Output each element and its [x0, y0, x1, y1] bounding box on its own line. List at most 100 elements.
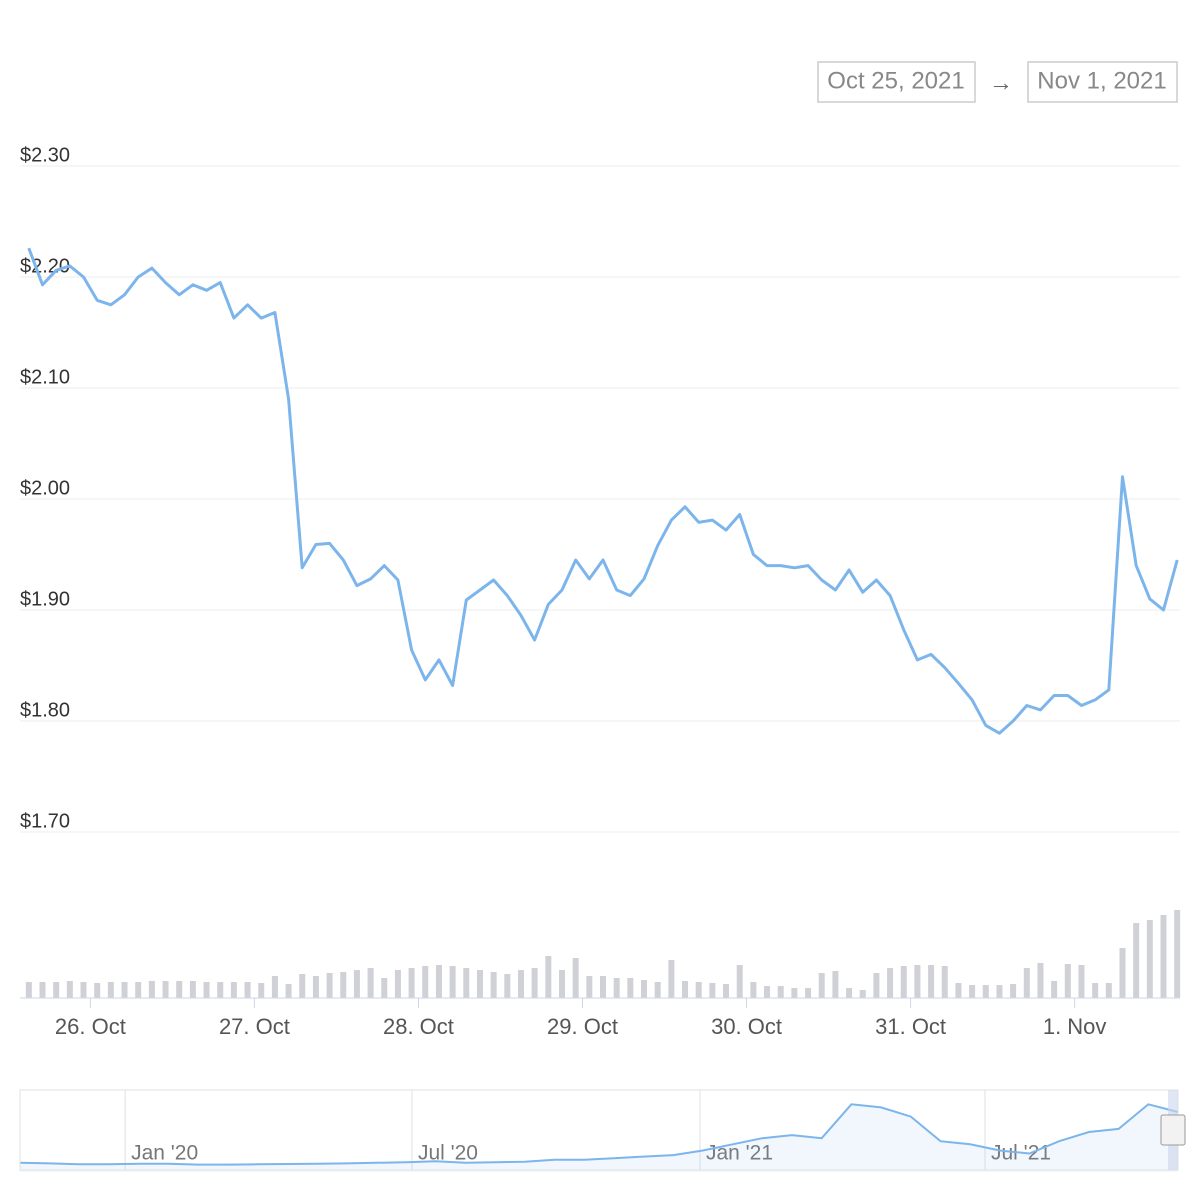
volume-bar	[340, 972, 347, 998]
volume-bar	[777, 986, 784, 998]
volume-bar	[203, 982, 210, 998]
volume-bar	[1078, 965, 1085, 998]
volume-bar	[353, 970, 360, 998]
volume-bar	[859, 990, 866, 998]
volume-bar	[121, 982, 128, 998]
volume-bar	[258, 983, 265, 998]
y-tick-label: $2.00	[20, 477, 70, 499]
volume-bar	[408, 968, 415, 998]
volume-bar	[1092, 983, 1099, 998]
volume-bar	[367, 968, 374, 998]
range-to-box[interactable]	[1027, 61, 1178, 103]
volume-bar	[463, 968, 470, 998]
volume-bar	[818, 973, 825, 998]
range-from-box[interactable]	[817, 61, 976, 103]
volume-bar	[107, 982, 114, 998]
volume-bar	[1023, 968, 1030, 998]
y-tick-label: $1.90	[20, 588, 70, 610]
x-tick-label: 29. Oct	[547, 1014, 618, 1039]
navigator-area	[20, 1104, 1178, 1172]
x-tick-label: 31. Oct	[875, 1014, 946, 1039]
volume-bar	[271, 976, 278, 998]
navigator-line	[19, 1103, 1179, 1166]
y-tick-label: $2.20	[20, 255, 70, 277]
volume-bar	[1010, 984, 1017, 998]
range-to[interactable]: Nov 1, 2021	[1037, 67, 1166, 94]
volume-bar	[230, 982, 237, 998]
volume-bar	[928, 965, 935, 998]
volume-bar	[531, 968, 538, 998]
y-tick-label: $1.80	[20, 699, 70, 721]
volume-bar	[394, 970, 401, 998]
volume-bar	[682, 981, 689, 998]
x-tick-label: 1. Nov	[1043, 1014, 1107, 1039]
volume-bar	[189, 981, 196, 998]
volume-bar	[1133, 923, 1140, 998]
y-tick-label: $1.70	[20, 810, 70, 832]
volume-bar	[476, 970, 483, 998]
volume-bar	[285, 984, 292, 998]
volume-bar	[1119, 948, 1126, 998]
volume-bar	[558, 970, 565, 998]
volume-bar	[422, 966, 429, 998]
volume-bar	[381, 978, 388, 998]
volume-bar	[217, 982, 224, 998]
volume-bar	[449, 966, 456, 998]
volume-bar	[435, 965, 442, 998]
volume-bar	[982, 985, 989, 998]
volume-bar	[805, 988, 812, 998]
volume-bar	[641, 980, 648, 998]
volume-bar	[996, 985, 1003, 998]
volume-bar	[695, 982, 702, 998]
navigator-handle[interactable]	[1160, 1114, 1186, 1146]
volume-bar	[941, 966, 948, 998]
volume-bar	[25, 982, 32, 998]
volume-bar	[873, 973, 880, 998]
volume-bar	[53, 982, 60, 998]
volume-bar	[80, 982, 87, 998]
volume-bar	[66, 981, 73, 998]
navigator-tick-label: Jan '20	[131, 1142, 198, 1165]
volume-bar	[135, 982, 142, 998]
volume-bar	[914, 965, 921, 998]
volume-bar	[299, 974, 306, 998]
volume-bar	[1160, 915, 1167, 998]
volume-bar	[723, 984, 730, 998]
volume-bar	[600, 976, 606, 998]
volume-bar	[1105, 983, 1112, 998]
volume-bar	[176, 981, 183, 998]
volume-bar	[490, 972, 497, 998]
volume-bar	[517, 970, 524, 998]
x-tick-label: 27. Oct	[219, 1014, 290, 1039]
volume-bar	[1146, 920, 1153, 998]
volume-bar	[900, 966, 907, 998]
volume-bar	[572, 958, 579, 998]
volume-bar	[39, 982, 46, 998]
volume-bar	[791, 988, 798, 998]
volume-bar	[764, 986, 771, 998]
volume-bar	[736, 965, 743, 998]
volume-bar	[586, 976, 593, 998]
volume-bar	[709, 983, 716, 998]
volume-bar	[1037, 963, 1044, 998]
y-tick-label: $2.10	[20, 366, 70, 388]
volume-bar	[887, 968, 894, 998]
volume-bar	[832, 971, 839, 998]
volume-bar	[613, 978, 620, 998]
range-separator: →	[989, 69, 1013, 96]
range-from[interactable]: Oct 25, 2021	[827, 67, 964, 94]
volume-bar	[162, 981, 169, 998]
y-tick-label: $2.30	[20, 144, 70, 166]
main-chart: $2.30 $2.20 $2.10 $2.00 $1.90 $1.80 $1.70 26. O…	[20, 144, 1181, 1039]
volume-bar	[244, 982, 251, 998]
x-tick-label: 30. Oct	[711, 1014, 782, 1039]
volume-bar	[1051, 981, 1058, 998]
volume-bar	[326, 973, 333, 998]
price-line	[27, 247, 1179, 735]
volume-bar	[504, 974, 511, 998]
x-tick-label: 28. Oct	[383, 1014, 454, 1039]
volume-bar	[846, 988, 853, 998]
volume-bar	[955, 983, 962, 998]
volume-bar	[94, 983, 101, 998]
